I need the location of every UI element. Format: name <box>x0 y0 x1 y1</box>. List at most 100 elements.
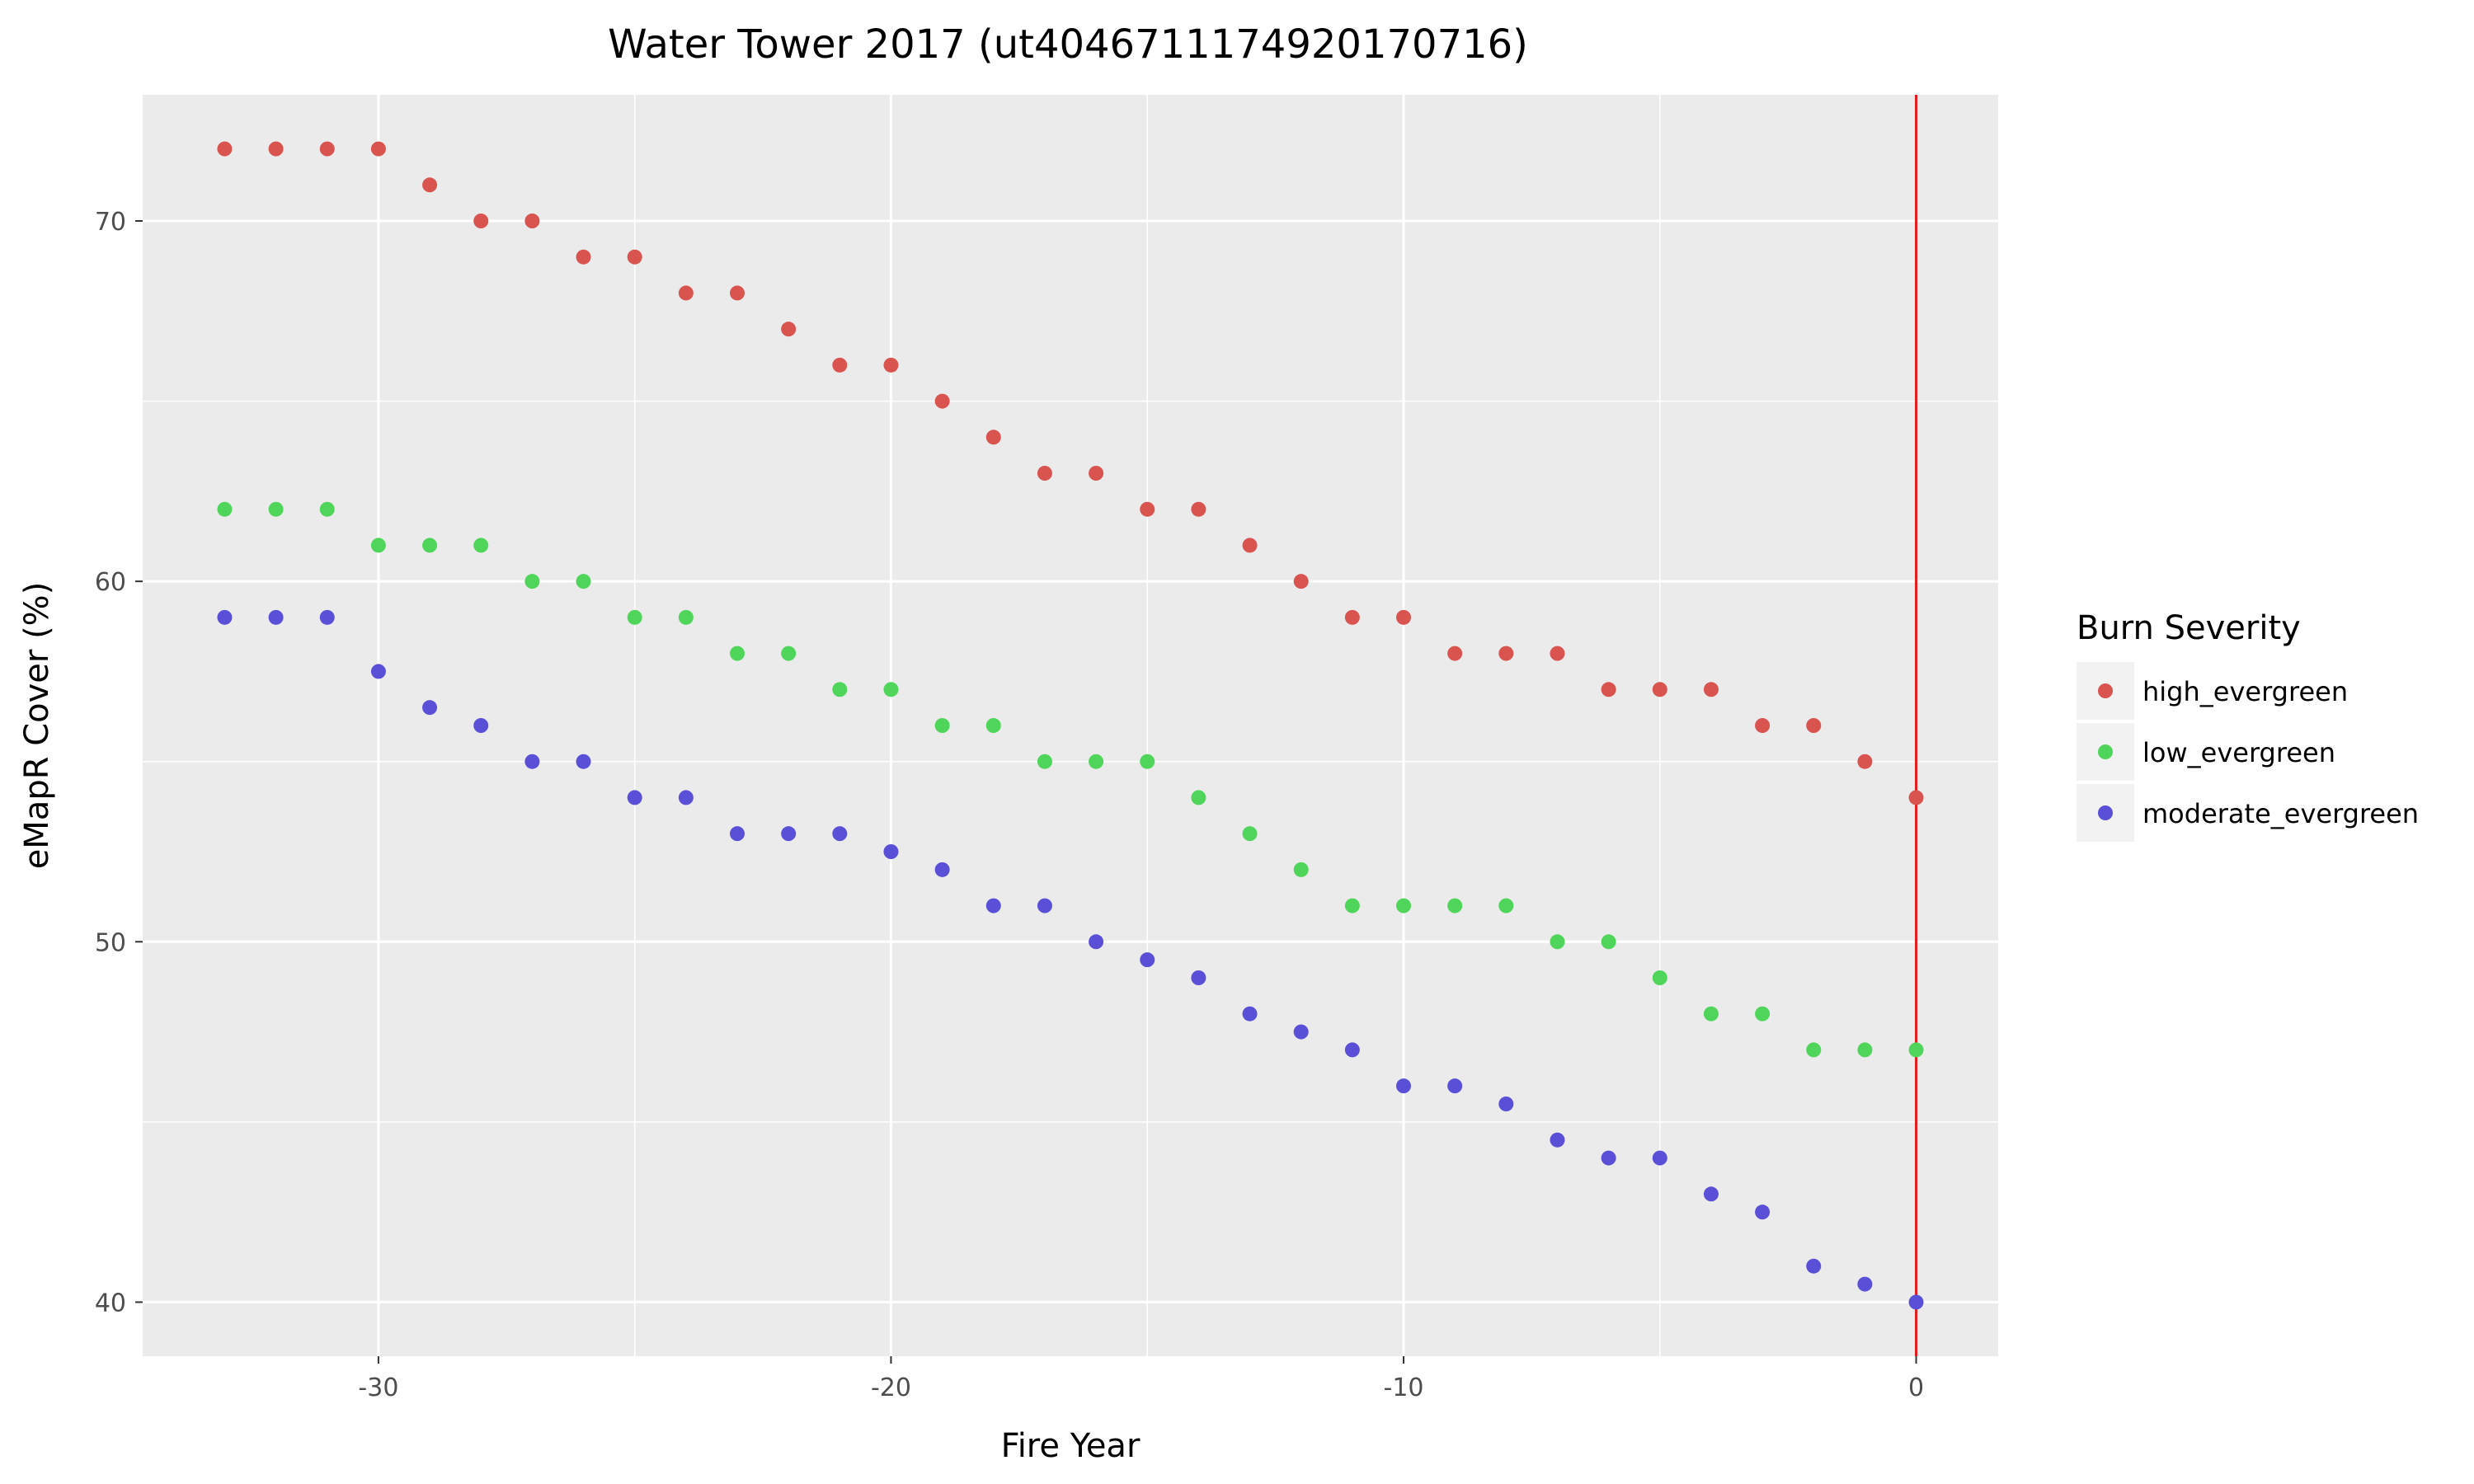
data-point-low_evergreen <box>883 682 899 697</box>
data-point-high_evergreen <box>1908 790 1924 805</box>
data-point-moderate_evergreen <box>1447 1078 1463 1094</box>
data-point-low_evergreen <box>1908 1042 1924 1058</box>
legend-label-moderate_evergreen: moderate_evergreen <box>2142 798 2419 829</box>
data-point-high_evergreen <box>1191 501 1206 517</box>
data-point-high_evergreen <box>370 141 386 157</box>
data-point-moderate_evergreen <box>1652 1150 1667 1166</box>
data-point-low_evergreen <box>576 574 591 589</box>
data-point-high_evergreen <box>1857 754 1873 769</box>
data-point-high_evergreen <box>1037 466 1052 481</box>
data-point-moderate_evergreen <box>319 609 335 625</box>
y-tick-label: 70 <box>95 208 126 237</box>
data-point-low_evergreen <box>1037 754 1052 769</box>
data-point-moderate_evergreen <box>1191 970 1206 985</box>
data-point-high_evergreen <box>576 249 591 265</box>
data-point-high_evergreen <box>1652 682 1667 697</box>
data-point-low_evergreen <box>268 501 284 517</box>
data-point-moderate_evergreen <box>370 664 386 679</box>
data-point-high_evergreen <box>217 141 233 157</box>
data-point-moderate_evergreen <box>422 700 438 716</box>
data-point-low_evergreen <box>1601 934 1616 950</box>
data-point-high_evergreen <box>1140 501 1155 517</box>
data-point-moderate_evergreen <box>217 609 233 625</box>
data-point-moderate_evergreen <box>781 826 797 842</box>
x-tick-label: 0 <box>1908 1374 1924 1402</box>
data-point-low_evergreen <box>370 538 386 553</box>
y-axis-ticks: 40 50 60 70 <box>95 208 143 1317</box>
data-point-high_evergreen <box>832 357 848 373</box>
data-point-low_evergreen <box>1857 1042 1873 1058</box>
legend: Burn Severity high_evergreen low_evergree… <box>2077 609 2419 842</box>
data-point-low_evergreen <box>627 609 642 625</box>
data-point-high_evergreen <box>934 393 950 409</box>
data-point-low_evergreen <box>1498 898 1514 913</box>
data-point-low_evergreen <box>678 609 694 625</box>
data-point-low_evergreen <box>1293 862 1309 877</box>
x-tick-label: -10 <box>1384 1374 1424 1402</box>
data-point-high_evergreen <box>1242 538 1258 553</box>
y-axis-title: eMapR Cover (%) <box>18 582 56 870</box>
data-point-moderate_evergreen <box>576 754 591 769</box>
data-point-moderate_evergreen <box>524 754 540 769</box>
legend-marker-low_evergreen <box>2098 744 2113 759</box>
data-point-high_evergreen <box>1447 646 1463 661</box>
data-point-high_evergreen <box>985 430 1001 445</box>
data-point-low_evergreen <box>1703 1006 1719 1021</box>
legend-title: Burn Severity <box>2077 609 2301 647</box>
data-point-high_evergreen <box>1498 646 1514 661</box>
data-point-moderate_evergreen <box>1293 1024 1309 1040</box>
data-point-moderate_evergreen <box>1396 1078 1412 1094</box>
data-point-low_evergreen <box>1242 826 1258 842</box>
x-axis-title: Fire Year <box>1001 1427 1141 1465</box>
data-point-low_evergreen <box>1140 754 1155 769</box>
data-point-moderate_evergreen <box>1089 934 1104 950</box>
data-point-low_evergreen <box>319 501 335 517</box>
y-tick-label: 50 <box>95 928 126 957</box>
data-point-low_evergreen <box>729 646 745 661</box>
data-point-low_evergreen <box>1550 934 1565 950</box>
data-point-low_evergreen <box>1396 898 1412 913</box>
data-point-low_evergreen <box>217 501 233 517</box>
data-point-high_evergreen <box>319 141 335 157</box>
data-point-moderate_evergreen <box>934 862 950 877</box>
data-point-moderate_evergreen <box>1498 1097 1514 1111</box>
data-point-low_evergreen <box>985 718 1001 733</box>
chart-title: Water Tower 2017 (ut4046711174920170716) <box>608 21 1528 68</box>
legend-items: high_evergreen low_evergreen moderate_ever… <box>2077 662 2419 842</box>
data-point-low_evergreen <box>473 538 489 553</box>
data-point-moderate_evergreen <box>1037 898 1052 913</box>
data-point-moderate_evergreen <box>1242 1006 1258 1021</box>
data-point-moderate_evergreen <box>268 609 284 625</box>
data-point-moderate_evergreen <box>729 826 745 842</box>
data-point-high_evergreen <box>1703 682 1719 697</box>
data-point-low_evergreen <box>1755 1006 1771 1021</box>
data-point-high_evergreen <box>1344 609 1360 625</box>
data-point-high_evergreen <box>627 249 642 265</box>
data-point-high_evergreen <box>678 285 694 301</box>
data-point-moderate_evergreen <box>1601 1150 1616 1166</box>
data-point-moderate_evergreen <box>1344 1042 1360 1058</box>
data-point-high_evergreen <box>1396 609 1412 625</box>
data-point-moderate_evergreen <box>883 844 899 859</box>
data-point-high_evergreen <box>473 214 489 228</box>
data-point-low_evergreen <box>422 538 438 553</box>
data-point-high_evergreen <box>524 214 540 228</box>
data-point-moderate_evergreen <box>1806 1258 1822 1274</box>
data-point-low_evergreen <box>1344 898 1360 913</box>
data-point-high_evergreen <box>1806 718 1822 733</box>
legend-marker-high_evergreen <box>2098 683 2113 698</box>
plot-panel <box>143 95 1998 1356</box>
data-point-high_evergreen <box>883 357 899 373</box>
data-point-moderate_evergreen <box>1550 1132 1565 1148</box>
data-point-moderate_evergreen <box>678 790 694 805</box>
data-point-high_evergreen <box>781 322 797 337</box>
data-point-moderate_evergreen <box>1857 1276 1873 1292</box>
data-point-low_evergreen <box>781 646 797 661</box>
data-point-moderate_evergreen <box>1140 952 1155 968</box>
legend-label-high_evergreen: high_evergreen <box>2142 676 2348 707</box>
legend-label-low_evergreen: low_evergreen <box>2142 737 2335 768</box>
data-point-high_evergreen <box>268 141 284 157</box>
data-point-high_evergreen <box>1550 646 1565 661</box>
legend-marker-moderate_evergreen <box>2098 805 2113 820</box>
